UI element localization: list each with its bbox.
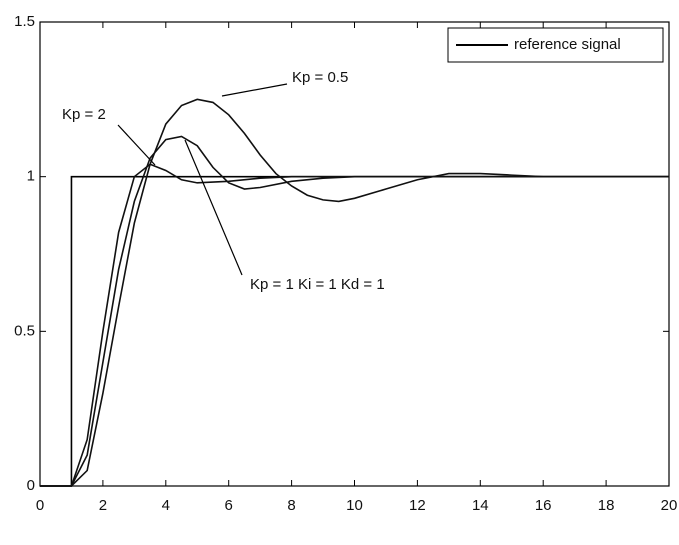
- legend-label: reference signal: [514, 36, 621, 53]
- x-tick-label: 0: [36, 497, 44, 514]
- y-tick-label: 1.5: [14, 13, 35, 30]
- y-tick-label: 0.5: [14, 322, 35, 339]
- x-tick-label: 12: [409, 497, 426, 514]
- y-tick-label: 0: [27, 477, 35, 494]
- x-tick-label: 6: [225, 497, 233, 514]
- y-tick-label: 1: [27, 168, 35, 185]
- annotation: Kp = 2: [62, 106, 106, 123]
- series-line: [40, 135, 669, 487]
- x-tick-label: 2: [99, 497, 107, 514]
- annotation: Kp = 1 Ki = 1 Kd = 1: [250, 276, 385, 293]
- x-tick-label: 16: [535, 497, 552, 514]
- series-line: [40, 98, 669, 487]
- x-tick-label: 14: [472, 497, 489, 514]
- annotation: Kp = 0.5: [292, 69, 348, 86]
- x-tick-label: 20: [661, 497, 678, 514]
- x-tick-label: 4: [162, 497, 170, 514]
- annotation-arrow: [117, 124, 156, 166]
- annotation-arrow: [184, 139, 243, 276]
- x-tick-label: 10: [346, 497, 363, 514]
- x-tick-label: 18: [598, 497, 615, 514]
- x-tick-label: 8: [287, 497, 295, 514]
- annotation-arrow: [221, 83, 288, 97]
